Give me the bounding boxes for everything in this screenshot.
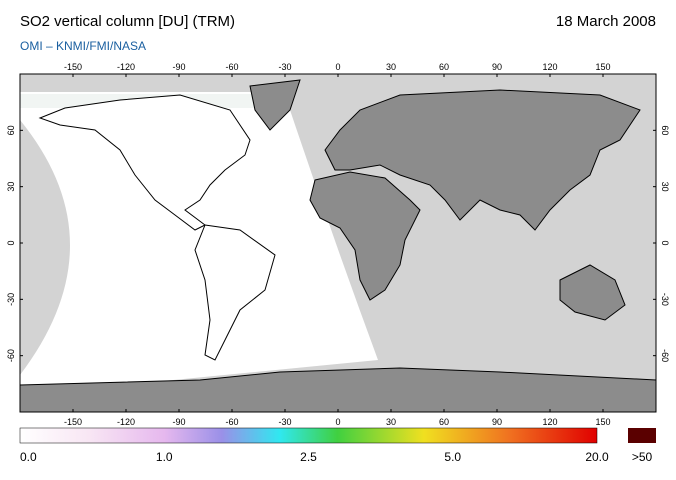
lat-tick-label: 0 bbox=[660, 240, 670, 245]
colorbar-label: 0.0 bbox=[20, 450, 37, 464]
lon-tick-label: 150 bbox=[595, 62, 610, 72]
coastlines bbox=[20, 79, 656, 412]
lon-tick-label: 30 bbox=[386, 417, 396, 427]
date: 18 March 2008 bbox=[556, 13, 656, 30]
lon-tick-label: -90 bbox=[172, 62, 185, 72]
lat-tick-label: 60 bbox=[660, 125, 670, 135]
lon-tick-label: 90 bbox=[492, 417, 502, 427]
lon-tick-label: -90 bbox=[172, 417, 185, 427]
lat-tick-label: -30 bbox=[660, 293, 670, 306]
lon-tick-label: -120 bbox=[117, 417, 135, 427]
lon-tick-label: 150 bbox=[595, 417, 610, 427]
lon-tick-label: 90 bbox=[492, 62, 502, 72]
lat-tick-label: 60 bbox=[6, 125, 16, 135]
lon-tick-label: -60 bbox=[225, 417, 238, 427]
colorbar-label: 2.5 bbox=[300, 450, 317, 464]
south-america bbox=[194, 224, 276, 361]
colorbar-overflow-label: >50 bbox=[632, 450, 653, 464]
lon-tick-label: -30 bbox=[278, 62, 291, 72]
lon-tick-label: -120 bbox=[117, 62, 135, 72]
eurasia bbox=[324, 89, 641, 231]
lon-tick-label: -150 bbox=[64, 417, 82, 427]
colorbar-label: 5.0 bbox=[444, 450, 461, 464]
north-america bbox=[38, 94, 251, 231]
colorbar bbox=[19, 427, 598, 444]
australia bbox=[559, 264, 626, 321]
colorbar-overflow bbox=[628, 428, 656, 443]
lon-tick-label: 60 bbox=[439, 417, 449, 427]
africa bbox=[309, 171, 421, 301]
lon-tick-label: -150 bbox=[64, 62, 82, 72]
lon-tick-label: -30 bbox=[278, 417, 291, 427]
colorbar-label: 1.0 bbox=[156, 450, 173, 464]
greenland bbox=[249, 79, 301, 131]
source: OMI – KNMI/FMI/NASA bbox=[20, 39, 146, 53]
lat-tick-label: 30 bbox=[6, 182, 16, 192]
lon-tick-label: 0 bbox=[335, 417, 340, 427]
lon-tick-label: 30 bbox=[386, 62, 396, 72]
lon-tick-label: 120 bbox=[542, 417, 557, 427]
lon-tick-label: 120 bbox=[542, 62, 557, 72]
title: SO2 vertical column [DU] (TRM) bbox=[20, 13, 235, 30]
lon-tick-label: 60 bbox=[439, 62, 449, 72]
lat-tick-label: 0 bbox=[6, 240, 16, 245]
lat-tick-label: -60 bbox=[660, 349, 670, 362]
colorbar-label: 20.0 bbox=[585, 450, 609, 464]
lat-tick-label: -30 bbox=[6, 293, 16, 306]
lon-tick-label: 0 bbox=[335, 62, 340, 72]
lat-tick-label: -60 bbox=[6, 349, 16, 362]
antarctica bbox=[20, 367, 656, 412]
map bbox=[20, 74, 656, 412]
lat-tick-label: 30 bbox=[660, 182, 670, 192]
lon-tick-label: -60 bbox=[225, 62, 238, 72]
